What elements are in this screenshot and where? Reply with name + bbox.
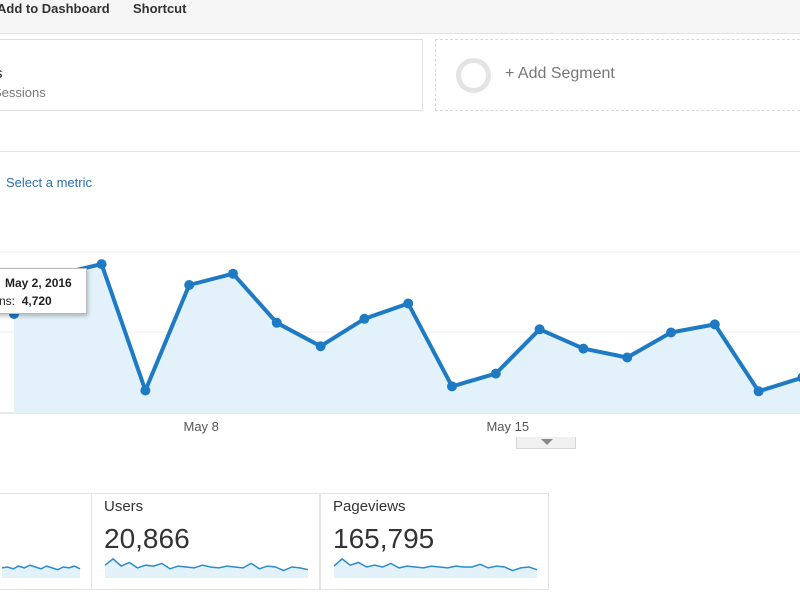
metric-card-sessions[interactable]: [0, 493, 92, 590]
data-point[interactable]: [709, 319, 720, 330]
active-segment-card[interactable]: s Sessions: [0, 39, 423, 111]
data-point[interactable]: [622, 352, 633, 363]
users-sparkline: [104, 557, 309, 578]
segment-placeholder-icon: [456, 58, 491, 93]
report-toolbar: Add to Dashboard Shortcut: [0, 0, 800, 34]
sparkline-line: [104, 557, 309, 572]
caret-down-icon: [541, 439, 553, 445]
collapse-chart-toggle[interactable]: [516, 437, 576, 449]
segment-subtitle: Sessions: [0, 85, 46, 100]
data-point[interactable]: [184, 280, 195, 290]
sparkline-area: [105, 558, 308, 578]
add-segment-label: + Add Segment: [505, 65, 615, 82]
tooltip-metric-value: 4,720: [21, 294, 52, 308]
metric-label: Pageviews: [333, 498, 406, 515]
data-point[interactable]: [797, 373, 800, 383]
data-point[interactable]: [666, 327, 676, 338]
data-point[interactable]: [315, 341, 326, 352]
data-point[interactable]: [403, 298, 414, 309]
tooltip-date: May 2, 2016: [5, 276, 72, 290]
data-point[interactable]: [359, 313, 370, 324]
data-point[interactable]: [447, 381, 457, 392]
select-metric-link[interactable]: Select a metric: [6, 175, 92, 190]
metric-value: 20,866: [104, 523, 190, 554]
data-point[interactable]: [271, 317, 282, 328]
shortcut-button[interactable]: Shortcut: [133, 1, 187, 16]
sparkline-area: [334, 558, 537, 578]
metric-label: Users: [104, 498, 144, 515]
sparkline-line: [333, 557, 538, 572]
segment-name: s: [0, 65, 3, 82]
data-point[interactable]: [534, 324, 545, 335]
x-tick-label: May 8: [183, 419, 218, 434]
data-point[interactable]: [140, 385, 151, 396]
data-point[interactable]: [578, 343, 589, 354]
series-area: [14, 264, 800, 413]
data-point[interactable]: [96, 259, 107, 270]
data-point-tooltip: May 2, 2016 ns: 4,720: [0, 268, 87, 314]
metric-card-users[interactable]: Users 20,866: [91, 493, 320, 590]
segment-bar: s Sessions + Add Segment: [0, 34, 800, 152]
add-segment-button[interactable]: + Add Segment: [435, 39, 800, 111]
tooltip-metric-label: ns:: [0, 294, 16, 308]
data-point[interactable]: [753, 386, 764, 397]
x-tick-label: May 15: [486, 419, 529, 434]
tooltip-metric: ns: 4,720: [0, 294, 52, 308]
sparkline-line: [1, 564, 81, 571]
add-to-dashboard-button[interactable]: Add to Dashboard: [0, 1, 110, 16]
pageviews-sparkline: [333, 557, 538, 578]
data-point[interactable]: [490, 368, 501, 379]
metric-card-pageviews[interactable]: Pageviews 165,795: [320, 493, 549, 590]
sessions-sparkline: [1, 564, 81, 578]
data-point[interactable]: [228, 268, 238, 279]
metric-value: 165,795: [333, 523, 435, 554]
